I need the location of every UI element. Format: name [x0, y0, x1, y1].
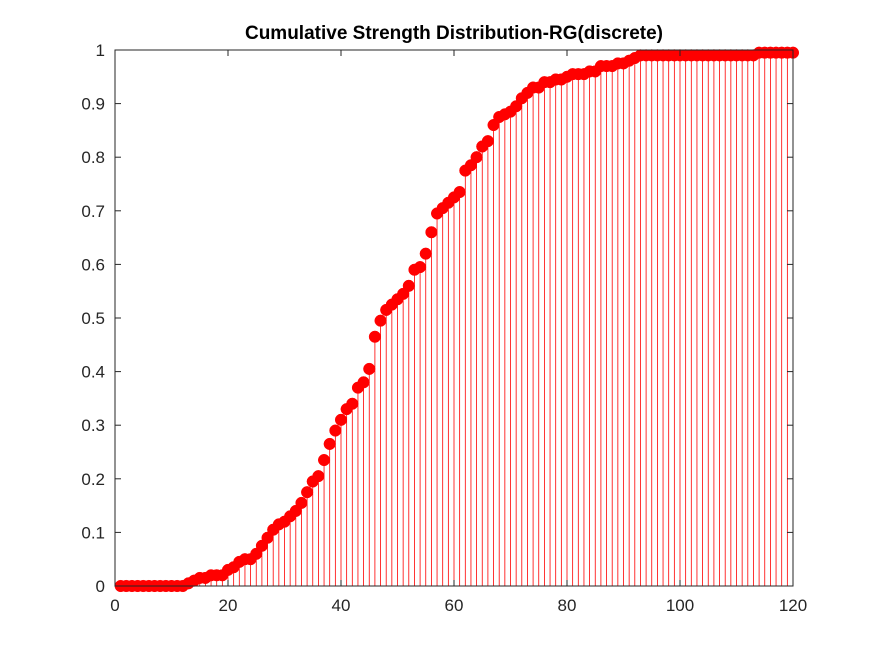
stem-marker: [312, 470, 325, 483]
x-tick-label: 100: [666, 596, 694, 615]
y-tick-label: 0.7: [81, 202, 105, 221]
y-tick-label: 0.4: [81, 363, 105, 382]
stem-marker: [295, 496, 308, 509]
stem-marker: [414, 261, 427, 274]
x-tick-label: 20: [219, 596, 238, 615]
y-tick-label: 0.6: [81, 255, 105, 274]
stem-marker: [323, 437, 336, 451]
stem-marker: [301, 486, 314, 499]
x-tick-label: 40: [332, 596, 351, 615]
y-axis-ticks: 0 0.1 0.2 0.3 0.4 0.5 0.6 0.7 0.8 0.9 1: [81, 41, 793, 596]
y-tick-label: 0.9: [81, 95, 105, 114]
stem-marker: [334, 413, 348, 426]
chart-title: Cumulative Strength Distribution-RG(disc…: [245, 23, 663, 44]
y-tick-label: 0: [96, 577, 105, 596]
stem-marker: [368, 330, 381, 343]
y-tick-label: 0.3: [81, 416, 105, 435]
stem-lines: [188, 52, 794, 586]
stem-marker: [357, 376, 370, 389]
x-axis-ticks: 0 20 40 60 80 100 120: [110, 50, 807, 615]
stem-marker: [329, 424, 342, 437]
x-tick-label: 80: [558, 596, 577, 615]
stem-marker: [453, 185, 466, 199]
y-tick-label: 1: [96, 41, 105, 60]
stem-marker: [346, 397, 359, 410]
stem-marker: [481, 135, 494, 148]
stem-marker: [374, 314, 387, 327]
stem-marker: [419, 247, 432, 260]
y-tick-label: 0.5: [81, 309, 105, 328]
y-tick-label: 0.2: [81, 470, 105, 489]
y-tick-label: 0.8: [81, 148, 105, 167]
stem-marker: [402, 279, 415, 292]
x-tick-label: 60: [445, 596, 464, 615]
x-tick-label: 120: [779, 596, 807, 615]
y-tick-label: 0.1: [81, 523, 105, 542]
stem-marker: [363, 362, 376, 375]
x-tick-label: 0: [110, 596, 119, 615]
stem-marker: [425, 226, 438, 239]
stem-marker: [318, 453, 331, 467]
stem-marker: [470, 151, 483, 164]
